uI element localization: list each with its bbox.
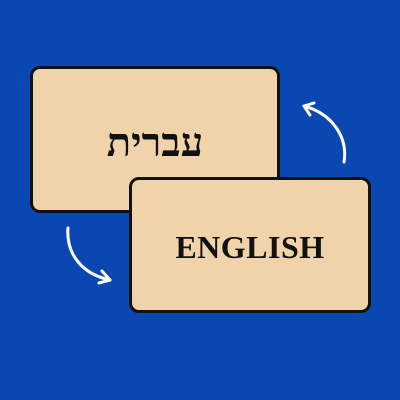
hebrew-label: עברית bbox=[106, 118, 204, 166]
english-label: ENGLISH bbox=[175, 229, 325, 265]
english-card: ENGLISH bbox=[129, 177, 371, 313]
